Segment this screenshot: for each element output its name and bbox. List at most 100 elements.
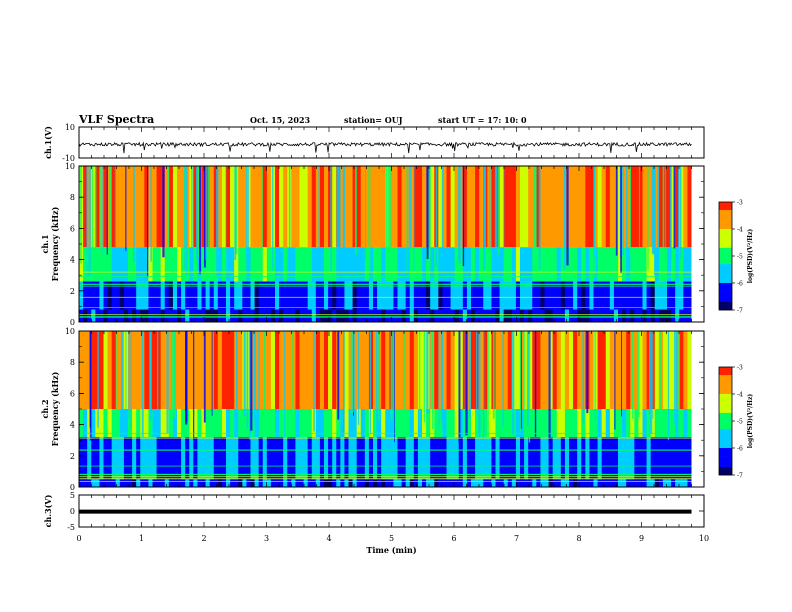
spectro-streak: [185, 166, 188, 277]
spectro-cell: [683, 479, 688, 487]
spectro-cell: [593, 479, 598, 487]
spectro-cell: [238, 409, 243, 438]
spectro-cell: [573, 479, 578, 487]
spectro-cell: [209, 409, 215, 438]
spectro-cell: [601, 409, 607, 438]
spectro-cell: [503, 247, 509, 282]
spectro-cell: [242, 409, 247, 438]
spectro-cell: [270, 331, 276, 409]
spectro-cell: [475, 166, 480, 248]
spectro-streak: [478, 331, 481, 442]
spectro-cell: [119, 247, 125, 282]
spectro-cell: [181, 479, 186, 487]
spectro-cell: [573, 166, 578, 248]
spectro-cell: [658, 309, 664, 322]
spectro-cell: [385, 166, 390, 248]
spectro-cell: [679, 409, 684, 438]
spectro-cell: [352, 479, 358, 487]
spectro-cell: [266, 409, 272, 438]
spectro-cell: [675, 437, 680, 480]
spectro-cell: [487, 331, 492, 409]
ch1-colorbar-cell: [719, 220, 732, 224]
spectro-streak: [99, 166, 101, 250]
spectro-cell: [573, 247, 578, 282]
spectro-cell: [283, 247, 288, 282]
ch3-waveform-y-tick-label: 0: [70, 507, 75, 516]
spectro-cell: [185, 409, 190, 438]
spectro-cell: [360, 309, 366, 322]
spectro-cell: [307, 166, 313, 248]
ch1-colorbar-cell: [719, 253, 732, 257]
spectro-cell: [217, 309, 223, 322]
spectro-cell: [593, 281, 598, 310]
spectro-streak: [342, 166, 345, 256]
spectro-cell: [103, 479, 108, 487]
spectro-cell: [552, 479, 558, 487]
spectro-streak: [476, 331, 478, 415]
spectro-cell: [422, 281, 427, 310]
spectro-cell: [377, 281, 382, 310]
spectro-cell: [266, 166, 272, 248]
spectro-cell: [279, 309, 284, 322]
spectro-cell: [230, 166, 235, 248]
spectro-cell: [422, 479, 427, 487]
spectro-cell: [275, 437, 280, 480]
spectro-cell: [340, 281, 345, 310]
spectro-cell: [540, 247, 545, 282]
spectro-cell: [405, 309, 411, 322]
spectro-cell: [136, 247, 141, 282]
spectro-cell: [593, 409, 598, 438]
spectro-cell: [324, 166, 329, 248]
spectro-cell: [401, 479, 407, 487]
spectro-cell: [99, 437, 104, 480]
spectro-cell: [581, 247, 586, 282]
spectro-streak: [659, 331, 662, 429]
spectro-cell: [172, 166, 178, 248]
spectro-cell: [491, 309, 496, 322]
ch2-spectrogram: [79, 331, 704, 487]
spectro-cell: [262, 437, 268, 480]
spectro-cell: [262, 166, 268, 248]
spectro-cell: [226, 247, 231, 282]
spectro-cell: [348, 309, 353, 322]
spectro-cell: [462, 166, 468, 248]
spectro-cell: [487, 309, 492, 322]
ch2-colorbar-tick-label: -6: [737, 446, 743, 453]
ch1-waveform-y-tick-label: 10: [65, 123, 75, 132]
spectro-streak: [191, 166, 193, 276]
ch2-spectrogram-y-tick-label: 6: [70, 389, 75, 398]
spectro-cell: [397, 437, 402, 480]
spectro-cell: [352, 281, 358, 310]
spectro-cell: [495, 331, 500, 409]
spectro-cell: [291, 479, 296, 487]
spectro-cell: [160, 247, 166, 282]
spectro-cell: [348, 247, 353, 282]
spectro-cell: [409, 479, 415, 487]
spectro-cell: [487, 409, 492, 438]
spectro-cell: [287, 479, 292, 487]
spectro-cell: [385, 309, 390, 322]
spectro-cell: [197, 331, 202, 409]
x-tick-label: 6: [451, 534, 456, 543]
spectro-cell: [495, 479, 500, 487]
spectro-cell: [520, 479, 525, 487]
spectro-streak: [403, 331, 405, 426]
spectro-streak: [483, 166, 486, 270]
spectro-cell: [156, 281, 162, 310]
spectro-cell: [552, 166, 558, 248]
spectro-streak: [548, 331, 551, 443]
spectro-cell: [209, 166, 215, 248]
spectro-cell: [197, 409, 202, 438]
spectro-cell: [319, 479, 325, 487]
spectro-streak: [519, 331, 522, 432]
spectro-cell: [646, 309, 652, 322]
spectro-cell: [573, 281, 578, 310]
spectro-cell: [368, 166, 374, 248]
spectro-cell: [646, 331, 652, 409]
spectro-cell: [683, 309, 688, 322]
spectro-cell: [381, 247, 386, 282]
spectro-cell: [201, 309, 206, 322]
spectro-cell: [417, 281, 423, 310]
x-tick-label: 1: [139, 534, 144, 543]
spectro-cell: [373, 479, 378, 487]
